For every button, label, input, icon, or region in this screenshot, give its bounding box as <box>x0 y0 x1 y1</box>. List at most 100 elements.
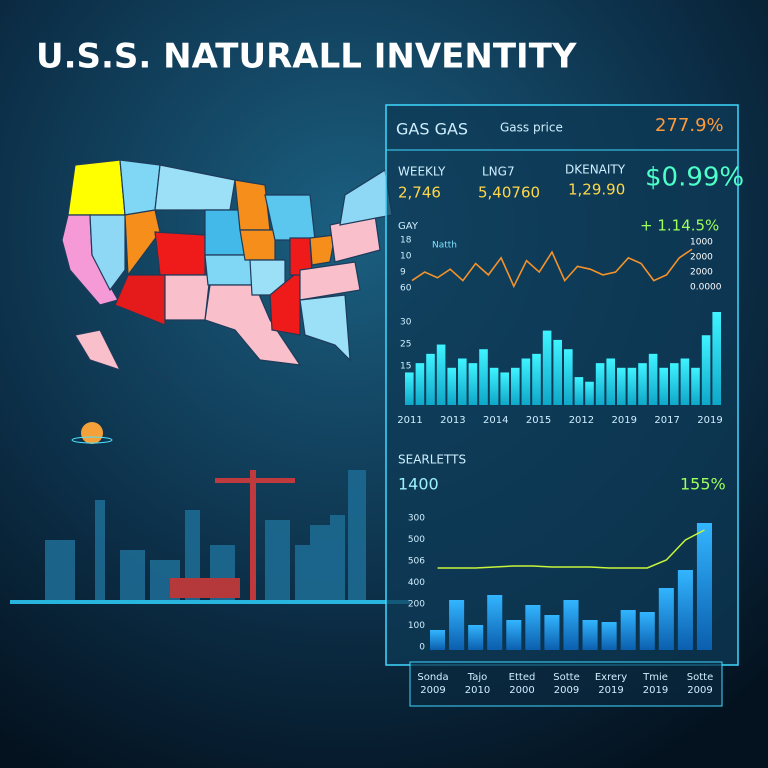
bar <box>500 372 509 405</box>
bar <box>712 312 721 405</box>
y-label: 15 <box>400 362 411 372</box>
bar <box>563 600 579 650</box>
bottom-label: 2009 <box>554 685 579 696</box>
bottom-label: Exrery <box>595 672 627 683</box>
y-label: 500 <box>408 535 425 545</box>
bar <box>511 367 520 405</box>
bar <box>415 363 425 405</box>
bottom-label: 2000 <box>509 685 534 696</box>
bar <box>696 523 712 650</box>
label-strip <box>409 661 723 707</box>
bar <box>585 381 594 405</box>
bar <box>617 367 626 405</box>
bar <box>449 600 465 650</box>
y-label: 60 <box>400 284 412 294</box>
bar <box>620 610 636 650</box>
bar <box>468 363 478 405</box>
bottom-label: Tajo <box>467 672 487 683</box>
bar <box>574 377 584 405</box>
y-label: 30 <box>400 318 412 328</box>
stat-label: DKENAITY <box>565 163 626 177</box>
y-label: 25 <box>400 340 411 350</box>
header-right: 277.9% <box>655 115 724 136</box>
bottom-label: 2010 <box>465 685 490 696</box>
stat-value: 5,40760 <box>478 184 540 202</box>
legend: Natth <box>432 241 457 251</box>
bar <box>487 595 503 650</box>
line-series <box>411 248 693 289</box>
bar <box>691 367 700 405</box>
bar <box>564 349 573 405</box>
right-label: 2000 <box>690 268 713 278</box>
bar <box>701 335 711 405</box>
y-label: 400 <box>408 578 425 588</box>
x-label: 2013 <box>440 415 465 426</box>
bottom-label: Tmie <box>642 672 668 683</box>
bar <box>638 363 647 405</box>
bottom-label: Sonda <box>417 672 448 683</box>
big-value: $0.99% <box>645 163 744 193</box>
bar <box>506 620 522 650</box>
bar <box>430 630 446 650</box>
bar <box>680 358 690 405</box>
bottom-label: 2019 <box>598 685 623 696</box>
bar <box>544 615 560 650</box>
bar <box>468 625 484 650</box>
x-label: 2011 <box>397 415 422 426</box>
bottom-label: Sotte <box>553 672 579 683</box>
right-label: 1000 <box>690 238 713 248</box>
bar <box>658 588 674 650</box>
bottom-label: 2019 <box>643 685 668 696</box>
bar <box>479 349 488 405</box>
line-label: GAY <box>398 221 419 232</box>
y-label: 506 <box>408 557 425 567</box>
orb-icon <box>81 422 103 444</box>
x-label: 2019 <box>612 415 637 426</box>
bar <box>659 367 668 405</box>
bar <box>670 363 679 405</box>
x-label: 2017 <box>654 415 679 426</box>
title: U.S.S. NATURALL INVENTITY <box>36 37 577 77</box>
bar <box>525 605 541 650</box>
bottom-label: 2009 <box>687 685 712 696</box>
header-left: GAS GAS <box>396 120 468 139</box>
x-label: 2019 <box>697 415 722 426</box>
bar <box>521 358 531 405</box>
stat-label: LNG7 <box>482 165 515 179</box>
bar <box>595 363 605 405</box>
bar <box>648 353 658 405</box>
stat-value: 1,29.90 <box>568 181 625 199</box>
y-label: 200 <box>408 600 425 610</box>
y-label: 18 <box>400 236 412 246</box>
bar <box>532 353 541 405</box>
y-label: 300 <box>408 514 425 524</box>
bar <box>639 612 655 650</box>
bar <box>627 367 637 405</box>
x-label: 2014 <box>483 415 508 426</box>
us-map <box>61 159 393 381</box>
bar <box>542 330 552 405</box>
y-label: 0 <box>419 643 425 653</box>
bar <box>436 344 446 405</box>
bottom-label: Etted <box>509 672 536 683</box>
bar <box>426 353 435 405</box>
bar <box>458 358 467 405</box>
bar <box>405 372 414 405</box>
bar <box>553 339 562 405</box>
bottom-label: 2009 <box>420 685 445 696</box>
bar <box>582 620 598 650</box>
bar <box>606 358 615 405</box>
bar <box>677 570 693 650</box>
skyline <box>10 470 410 604</box>
stat-value: 2,746 <box>398 184 441 202</box>
section-percent: 155% <box>680 475 726 494</box>
y-label: 9 <box>400 268 406 278</box>
section-label: SEARLETTS <box>398 453 466 467</box>
bar <box>601 622 617 650</box>
bar <box>447 367 456 405</box>
y-label: 10 <box>400 252 412 262</box>
bar <box>489 367 499 405</box>
section-value: 1400 <box>398 475 439 494</box>
orb-ring <box>71 436 113 444</box>
